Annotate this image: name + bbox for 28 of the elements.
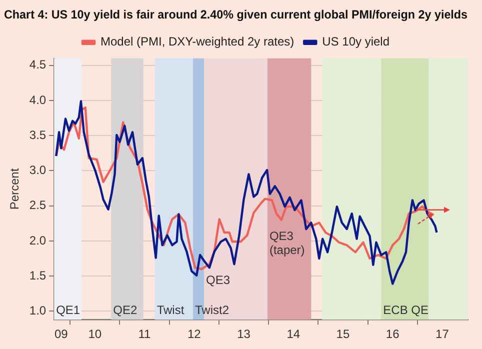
x-tick-label: 13 — [237, 327, 251, 342]
y-axis-title: Percent — [8, 168, 22, 210]
y-tick-label: 1.5 — [29, 268, 46, 282]
chart-title: Chart 4: US 10y yield is fair around 2.40% given current global PMI/foreign 2y yields — [4, 7, 468, 22]
band-label: ECB QE — [383, 302, 429, 317]
y-tick-label: 2.0 — [29, 233, 46, 248]
x-tick-label: 17 — [436, 327, 450, 342]
y-tick-label: 3.5 — [29, 128, 46, 142]
band-label: Twist2 — [195, 302, 230, 317]
x-tick-label: 15 — [336, 327, 350, 342]
legend-label: Model (PMI, DXY-weighted 2y rates) — [100, 34, 294, 49]
x-tick-label: 11 — [138, 327, 152, 342]
x-tick-label: 16 — [386, 327, 400, 342]
band-label: QE3 (taper) — [269, 228, 305, 257]
band-label: QE2 — [113, 302, 138, 317]
y-tick-label: 3.0 — [29, 163, 46, 178]
x-tick-label: 09 — [54, 327, 68, 342]
y-tick-label: 1.0 — [29, 303, 46, 318]
y-tick-label: 2.5 — [29, 198, 46, 212]
band-label: Twist — [156, 302, 185, 317]
y-tick-label: 4.0 — [29, 92, 46, 107]
band-label: QE1 — [56, 302, 80, 317]
x-tick-label: 12 — [187, 327, 202, 342]
x-tick-label: 10 — [88, 327, 102, 342]
x-tick-label: 14 — [286, 327, 300, 342]
legend-label: US 10y yield — [322, 34, 390, 49]
band-label: QE3 — [206, 272, 230, 287]
y-tick-label: 4.5 — [29, 58, 46, 72]
